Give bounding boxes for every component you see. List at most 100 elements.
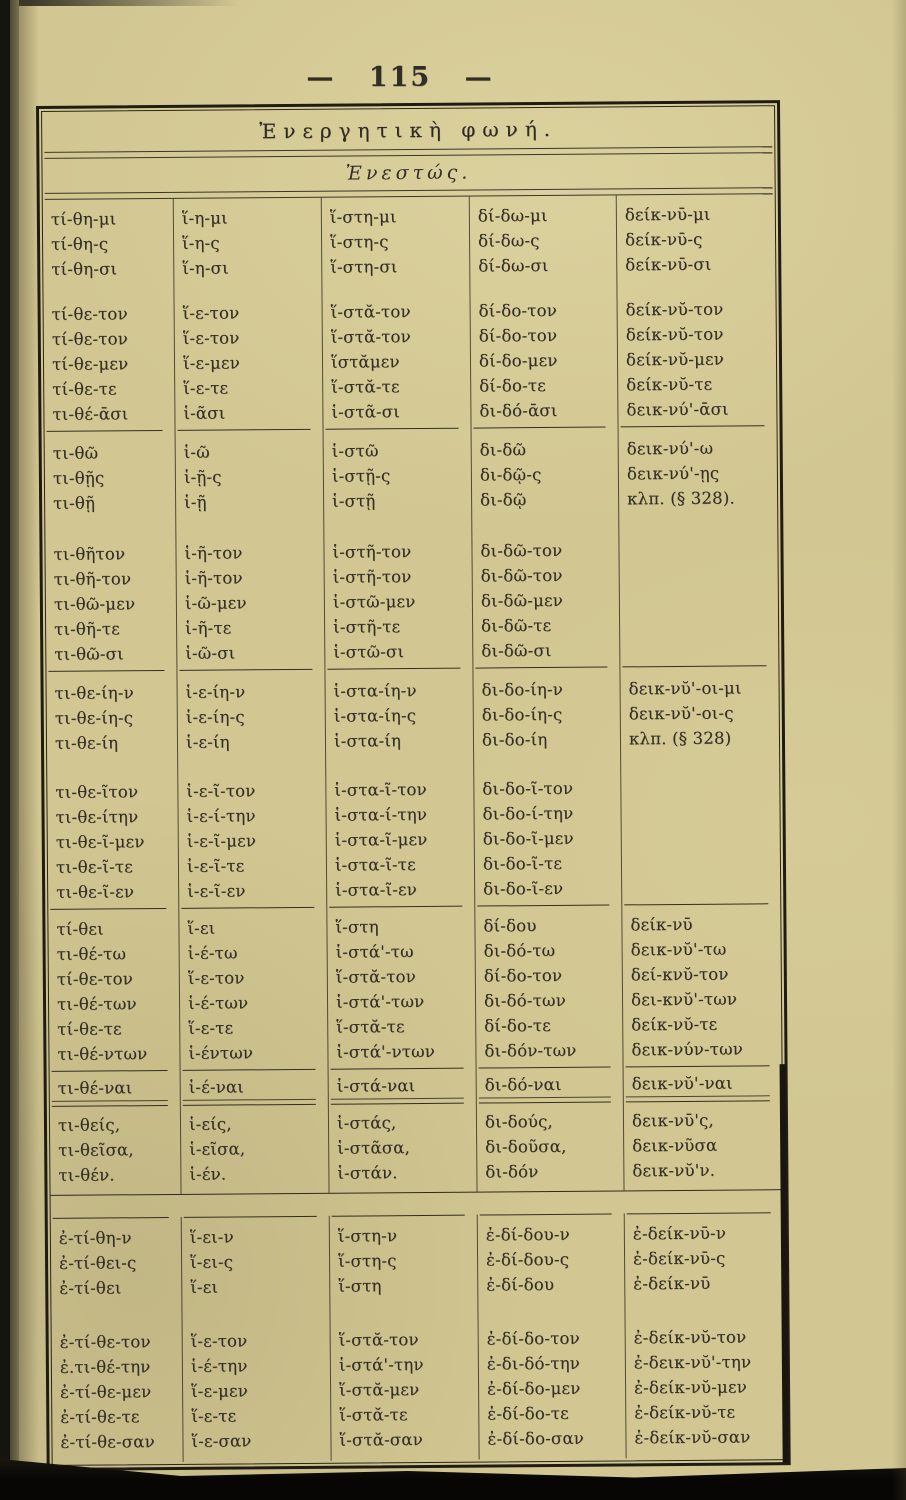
verb-form: δεικ-νῠ'ν.: [632, 1160, 716, 1181]
verb-form: ἐ-δείκ-νῠ-σαν: [634, 1427, 751, 1448]
verb-form: κλπ. (§ 328).: [627, 488, 735, 509]
verb-form: τι-θε-ίη-ς: [54, 708, 134, 728]
verb-form: τι-θέ-ᾱσι: [52, 404, 129, 424]
verb-form: τί-θε-μεν: [51, 354, 129, 374]
column-cell: ἐ-δί-δου-ν ἐ-δί-δου-ς ἐ-δί-δου: [476, 1213, 625, 1325]
verb-form: ἱ-ῆ-τον: [184, 568, 243, 588]
verb-form: ἱ-ᾶσι: [183, 403, 226, 423]
verb-form: δείκ-νῠ-τε: [631, 1014, 718, 1035]
column-cell: δί-δο-τον δί-δο-τον δί-δο-μεν δί-δο-τε δι-δό…: [469, 297, 618, 429]
column-cell: ἵ-ε-τον ἵ-ε-τον ἵ-ε-μεν ἵ-ε-τε ἱ-ᾶσι: [173, 299, 323, 431]
verb-form: δί-δο-τε: [479, 376, 546, 396]
verb-form: τί-θε-τον: [51, 304, 128, 324]
table-outer-frame: Ἐνεργητικὴ φωνή. Ἐνεστώς. τί-θη-μι τί-θη-…: [36, 100, 791, 1471]
verb-form: τί-θη-ς: [51, 234, 109, 254]
verb-form: τι-θῶ-σι: [54, 644, 124, 664]
verb-form: ἵ-στη: [335, 917, 379, 937]
imperative: τί-θει τι-θέ-τω τί-θε-τον τι-θέ-των τί-θε-τε…: [48, 904, 782, 1072]
verb-form: τί-θει: [56, 919, 104, 939]
verb-form: ἐ-τί-θε-μεν: [60, 1382, 152, 1402]
optative-dual-plural: τι-θε-ῖτον τι-θε-ίτην τι-θε-ῖ-μεν τι-θε-ῖ-τ…: [47, 774, 781, 910]
verb-form: δεικ-νῦσα: [632, 1135, 718, 1156]
verb-form: ἱ-στα-ίη: [333, 731, 402, 751]
column-cell: ἐ-δί-δο-τον ἐ-δι-δό-την ἐ-δί-δο-μεν ἐ-δί-δο…: [477, 1323, 626, 1460]
verb-form: ἱ-ε-ῖ-εν: [187, 881, 246, 901]
verb-form: τι-θεῖσα,: [58, 1140, 134, 1160]
verb-form: δι-δό-ᾱσι: [479, 400, 558, 421]
verb-form: ἱ-ῶ-μεν: [184, 593, 247, 613]
verb-form: δείκ-νῠ-τε: [626, 374, 713, 395]
verb-form: ἱ-έντων: [188, 1043, 254, 1063]
verb-form: δείκ-νῠ-μεν: [625, 349, 725, 370]
verb-form: δεικ-νύ'-ω: [626, 438, 714, 459]
verb-form: ἵ-ε-τε: [188, 1018, 234, 1038]
column-cell: δί-δου δι-δό-τω δί-δο-τον δι-δό-των δί-δο-τε…: [474, 905, 623, 1069]
verb-form: ἱ-στῶ-μεν: [332, 592, 416, 612]
verb-form: δεικ-νῠ'-οι-μι: [628, 678, 742, 699]
verb-form: κλπ. (§ 328): [628, 728, 732, 749]
imperfect-singular: ἐ-τί-θη-ν ἐ-τί-θει-ς ἐ-τί-θει ἵ-ει-ν ἵ-ει-ς ἵ…: [51, 1212, 784, 1328]
column-cell: ἵ-η-μι ἵ-η-ς ἵ-η-σι: [172, 197, 322, 301]
verb-form: τι-θῆ-τον: [53, 569, 132, 589]
verb-form: ἵ-ει: [187, 918, 216, 938]
verb-form: δι-δο-ῖ-μεν: [482, 828, 574, 849]
verb-form: ἵ-η-σι: [182, 258, 229, 278]
verb-form: ἱ-στα-ῖ-εν: [335, 880, 418, 900]
column-cell: ἱ-στα-ίη-ν ἱ-στα-ίη-ς ἱ-στα-ίη: [324, 668, 474, 778]
verb-form: δι-δο-ῖ-τον: [482, 778, 574, 799]
present-indicative-singular: τί-θη-μι τί-θη-ς τί-θη-σι ἵ-η-μι ἵ-η-ς ἵ-η-σι…: [43, 194, 776, 302]
verb-form: ἐ-δί-δο-μεν: [487, 1378, 581, 1399]
verb-form: ἵ-στᾰ-σαν: [339, 1430, 423, 1450]
verb-form: δι-δούς,: [484, 1111, 554, 1132]
column-cell: ἵ-ε-τον ἱ-έ-την ἵ-ε-μεν ἵ-ε-τε ἵ-ε-σαν: [181, 1325, 331, 1462]
verb-form: τί-θε-τον: [56, 969, 134, 989]
verb-form: ἵ-ε-μεν: [191, 1381, 249, 1401]
verb-form: ἱ-ῇ: [184, 492, 207, 512]
column-cell: ἵ-στη-ν ἵ-στη-ς ἵ-στη: [328, 1214, 478, 1326]
verb-form: ἐ-δί-δο-τε: [487, 1403, 569, 1424]
verb-form: ἱ-ῆ-τον: [184, 543, 243, 563]
verb-form: τι-θῶ-μεν: [53, 594, 136, 614]
column-cell: ἐ-δείκ-νῡ-ν ἐ-δείκ-νῡ-ς ἐ-δείκ-νῡ: [623, 1212, 784, 1324]
column-cell: δί-δω-μι δί-δω-ς δί-δω-σι: [468, 195, 617, 299]
verb-form: δί-δω-μι: [477, 205, 548, 226]
verb-form: τί-θε-τε: [52, 379, 117, 399]
column-cell: δείκ-νῡ-μι δείκ-νῡ-ς δείκ-νῡ-σι: [615, 194, 776, 298]
verb-form: δείκ-νῡ-σι: [625, 254, 712, 275]
verb-form: δι-δῶ-τον: [480, 565, 563, 586]
verb-form: ἱ-στῇ-ς: [331, 466, 391, 486]
column-cell: δι-δο-ίη-ν δι-δο-ίη-ς δι-δο-ίη: [472, 667, 621, 777]
verb-form: ἵ-ε-τον: [182, 328, 240, 348]
verb-form: τι-θε-ίη: [54, 733, 119, 753]
column-cell: ἱ-ε-ῖ-τον ἱ-ε-ί-την ἱ-ε-ῖ-μεν ἱ-ε-ῖ-τε ἱ-ε-ῖ…: [177, 777, 327, 909]
verb-form: δι-δό-ναι: [484, 1074, 562, 1095]
verb-form: δι-δο-ῖ-εν: [483, 878, 564, 899]
subjunctive-dual-plural: τι-θῆτον τι-θῆ-τον τι-θῶ-μεν τι-θῆ-τε τι-θῶ-…: [45, 536, 779, 672]
verb-form: τι-θε-ῖ-μεν: [55, 832, 145, 852]
verb-form: ἱ-έ-των: [187, 993, 249, 1013]
column-cell: [618, 536, 779, 668]
verb-form: ἵ-ε-μεν: [182, 353, 240, 373]
column-cell: δι-δῶ δι-δῷ-ς δι-δῷ: [470, 427, 619, 539]
column-cell: δεικ-νύ'-ω δεικ-νύ'-ῃς κλπ. (§ 328).: [617, 426, 778, 538]
verb-form: ἐ-τί-θε-τον: [59, 1332, 151, 1352]
subjunctive-singular: τι-θῶ τι-θῇς τι-θῇ ἱ-ῶ ἱ-ῇ-ς ἱ-ῇ ἱ-στῶ ἱ-στῇ-ς ἱ…: [45, 426, 778, 542]
verb-form: ἵ-στη-σι: [330, 257, 398, 277]
verb-form: τι-θέ-ναι: [57, 1078, 133, 1098]
verb-form: ἱ-ε-ῖ-μεν: [186, 831, 257, 851]
verb-form: ἐ-δί-δου: [486, 1274, 555, 1295]
verb-form: δεικ-νῠ'-τω: [630, 939, 727, 960]
verb-form: [630, 874, 776, 900]
column-cell: ἐ-δείκ-νῠ-τον ἐ-δεικ-νῠ'-την ἐ-δείκ-νῠ-μεν…: [624, 1322, 785, 1459]
verb-form: ἱ-έν.: [189, 1164, 227, 1184]
column-cell: ἐ-τί-θη-ν ἐ-τί-θει-ς ἐ-τί-θει: [51, 1217, 182, 1328]
verb-form: δείκ-νῡ-μι: [624, 204, 711, 225]
column-cell: ἵ-στᾰ-τον ἱ-στά'-την ἵ-στᾰ-μεν ἵ-στᾰ-τε ἵ-στ…: [329, 1324, 479, 1461]
verb-form: ἱ-στῆ-τον: [332, 567, 412, 587]
verb-form: ἐ-δι-δό-την: [486, 1353, 581, 1374]
scan-top-edge: [0, 0, 240, 6]
verb-form: ἱ-στα-ῖ-τε: [334, 855, 416, 875]
verb-form: ἵ-στᾰ-τον: [335, 967, 416, 987]
verb-form: δι-δο-ῖ-τε: [482, 853, 563, 874]
verb-form: δι-δῶ: [479, 440, 527, 460]
